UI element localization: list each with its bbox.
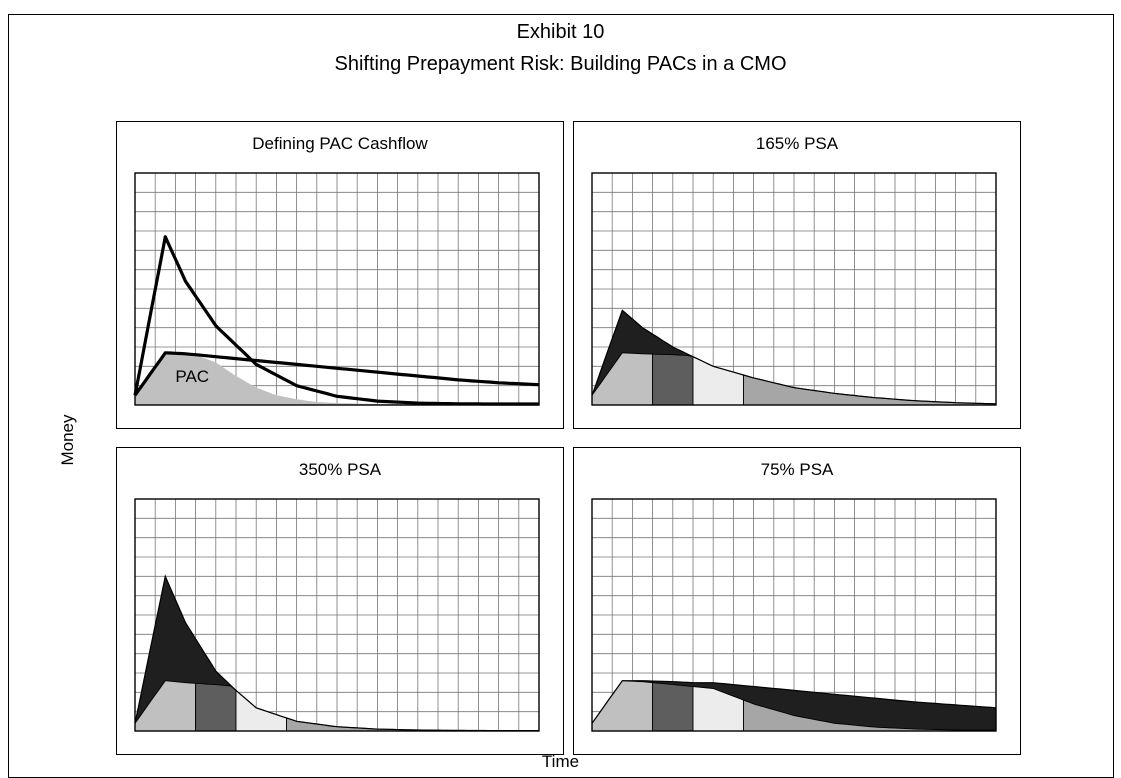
panel-350-psa: 350% PSA	[116, 447, 564, 755]
pac-tranche-3-area	[692, 355, 744, 406]
chart-350-psa	[134, 498, 540, 732]
plot-border	[134, 172, 540, 406]
pac-tranche-2-area	[652, 353, 694, 406]
total-cashflow-line	[591, 680, 997, 724]
panel-title: Defining PAC Cashflow	[252, 134, 428, 153]
panel-defining-pac: Defining PAC Cashflow PAC	[116, 121, 564, 429]
panel-75-psa: 75% PSA	[573, 447, 1021, 755]
chart-165-psa	[591, 172, 997, 406]
plot-border	[591, 498, 997, 732]
y-axis-label: Money	[58, 414, 77, 466]
plot-border	[134, 498, 540, 732]
support-tranche-area	[592, 680, 996, 730]
chart-75-psa	[591, 498, 997, 732]
pac-area	[135, 352, 539, 405]
pac-label: PAC	[175, 367, 209, 386]
pac-tranche-2-area	[652, 682, 694, 732]
chart-defining-pac: PAC	[133, 172, 540, 406]
x-axis-label: Time	[541, 752, 580, 771]
pac-tranche-4-area	[743, 374, 997, 406]
plot-border	[591, 172, 997, 406]
low-psa-line	[133, 351, 540, 397]
exhibit-title: Exhibit 10	[516, 21, 605, 43]
panel-165-psa: 165% PSA	[573, 121, 1021, 429]
panel-title: 75% PSA	[760, 460, 834, 479]
panel-title: 165% PSA	[755, 134, 839, 153]
total-cashflow-line	[591, 309, 997, 405]
pac-tranche-1-area	[591, 680, 654, 732]
high-psa-line	[133, 235, 539, 406]
pac-tranche-2-area	[195, 682, 237, 732]
exhibit-subtitle: Shifting Prepayment Risk: Building PACs …	[334, 53, 787, 75]
panel-title: 350% PSA	[298, 460, 382, 479]
